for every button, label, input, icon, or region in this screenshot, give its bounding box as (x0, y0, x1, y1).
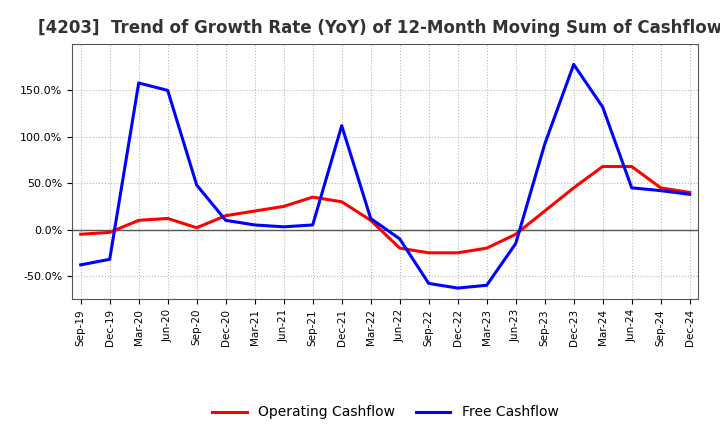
Operating Cashflow (279, 204, 288, 209)
Free Cashflow (163, 88, 172, 93)
Free Cashflow (192, 183, 201, 188)
Free Cashflow (76, 262, 85, 268)
Operating Cashflow (685, 190, 694, 195)
Operating Cashflow (598, 164, 607, 169)
Free Cashflow (279, 224, 288, 229)
Operating Cashflow (135, 218, 143, 223)
Free Cashflow (570, 62, 578, 67)
Operating Cashflow (366, 218, 375, 223)
Free Cashflow (105, 257, 114, 262)
Operating Cashflow (76, 231, 85, 237)
Operating Cashflow (454, 250, 462, 256)
Operating Cashflow (541, 209, 549, 214)
Operating Cashflow (338, 199, 346, 205)
Operating Cashflow (570, 185, 578, 191)
Free Cashflow (454, 286, 462, 291)
Operating Cashflow (192, 225, 201, 231)
Free Cashflow (627, 185, 636, 191)
Operating Cashflow (308, 194, 317, 200)
Operating Cashflow (627, 164, 636, 169)
Operating Cashflow (657, 185, 665, 191)
Operating Cashflow (105, 230, 114, 235)
Free Cashflow (657, 188, 665, 193)
Legend: Operating Cashflow, Free Cashflow: Operating Cashflow, Free Cashflow (207, 400, 564, 425)
Free Cashflow (338, 123, 346, 128)
Title: [4203]  Trend of Growth Rate (YoY) of 12-Month Moving Sum of Cashflows: [4203] Trend of Growth Rate (YoY) of 12-… (38, 19, 720, 37)
Free Cashflow (424, 281, 433, 286)
Free Cashflow (395, 236, 404, 242)
Free Cashflow (598, 104, 607, 110)
Free Cashflow (221, 218, 230, 223)
Line: Operating Cashflow: Operating Cashflow (81, 166, 690, 253)
Operating Cashflow (424, 250, 433, 256)
Line: Free Cashflow: Free Cashflow (81, 64, 690, 288)
Operating Cashflow (482, 246, 491, 251)
Operating Cashflow (163, 216, 172, 221)
Operating Cashflow (251, 209, 259, 214)
Free Cashflow (482, 282, 491, 288)
Free Cashflow (251, 222, 259, 227)
Operating Cashflow (395, 246, 404, 251)
Free Cashflow (308, 222, 317, 227)
Free Cashflow (685, 192, 694, 197)
Free Cashflow (511, 241, 520, 246)
Free Cashflow (541, 142, 549, 147)
Operating Cashflow (221, 213, 230, 218)
Operating Cashflow (511, 231, 520, 237)
Free Cashflow (366, 216, 375, 221)
Free Cashflow (135, 81, 143, 86)
